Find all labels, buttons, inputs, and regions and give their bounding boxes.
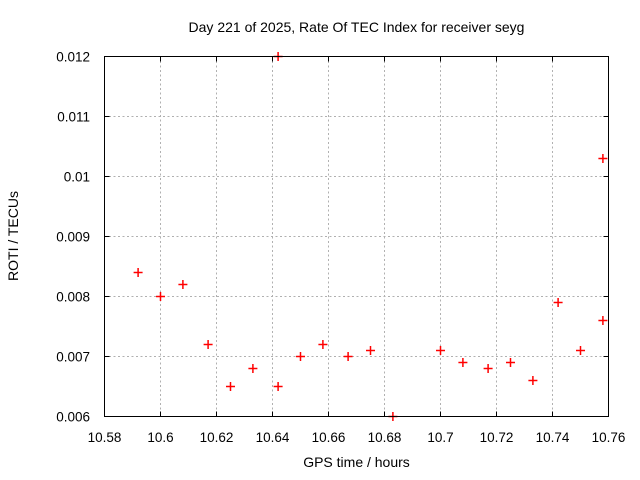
x-tick-label: 10.72 (480, 430, 514, 445)
x-tick-label: 10.64 (256, 430, 290, 445)
data-point (506, 358, 515, 367)
grid-lines (104, 56, 609, 417)
x-tick-label: 10.6 (147, 430, 173, 445)
y-tick-label: 0.007 (56, 350, 90, 365)
data-point (436, 346, 445, 355)
y-tick-label: 0.012 (56, 50, 90, 65)
data-point (226, 382, 235, 391)
x-tick-label: 10.58 (88, 430, 122, 445)
data-point (178, 280, 188, 289)
x-tick-label: 10.62 (200, 430, 234, 445)
x-tick-label: 10.74 (536, 430, 570, 445)
data-point (553, 298, 563, 307)
data-point (203, 340, 213, 349)
y-tick-label: 0.009 (56, 230, 90, 245)
data-point (296, 352, 305, 361)
y-tick-label: 0.008 (56, 290, 90, 305)
data-point (598, 154, 608, 163)
data-point (458, 358, 468, 367)
data-point (156, 292, 165, 301)
data-point (318, 340, 328, 349)
data-point (598, 316, 608, 325)
chart-title: Day 221 of 2025, Rate Of TEC Index for r… (188, 19, 525, 35)
y-tick-label: 0.01 (64, 170, 90, 185)
data-point (133, 268, 143, 277)
data-point (576, 346, 585, 355)
x-tick-label: 10.76 (592, 430, 626, 445)
y-tick-label: 0.006 (56, 410, 90, 425)
x-tick-label: 10.7 (427, 430, 453, 445)
data-point (248, 364, 258, 373)
data-point (273, 382, 283, 391)
x-tick-label: 10.68 (368, 430, 402, 445)
data-point (343, 352, 353, 361)
x-axis-label: GPS time / hours (303, 454, 410, 470)
data-point (483, 364, 493, 373)
data-point (366, 346, 375, 355)
axis-ticks (104, 56, 609, 417)
y-tick-label: 0.011 (57, 110, 90, 125)
data-point (528, 376, 538, 385)
x-tick-label: 10.66 (312, 430, 346, 445)
